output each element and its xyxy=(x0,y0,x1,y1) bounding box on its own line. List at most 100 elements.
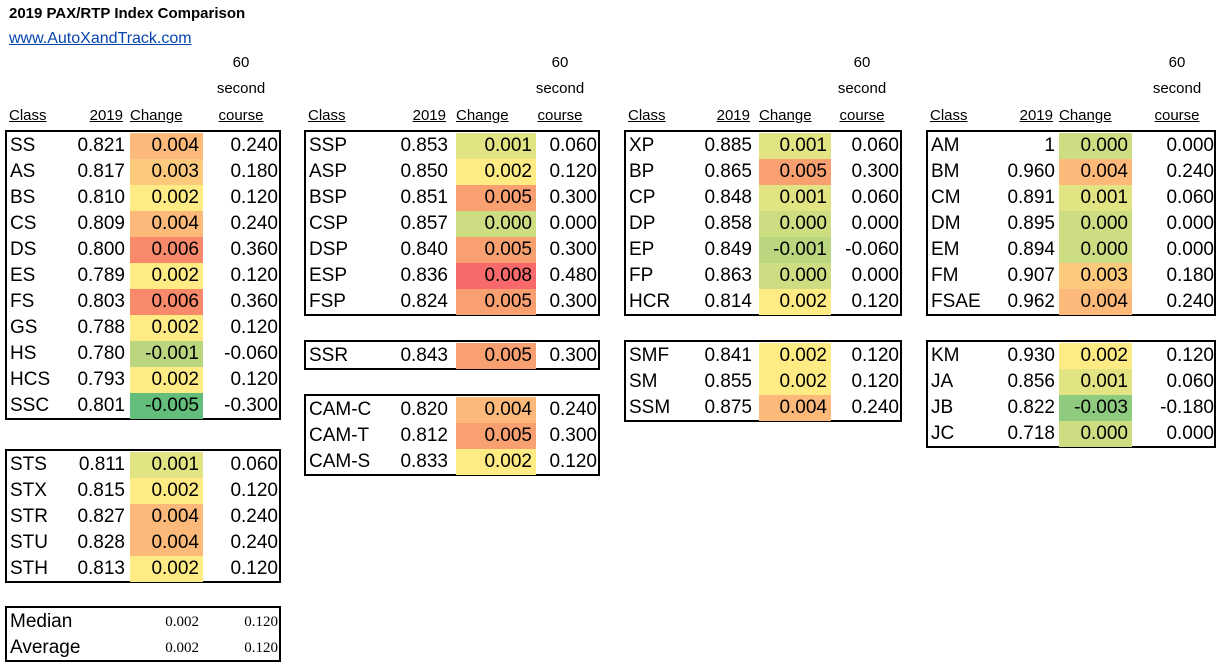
site-link[interactable]: www.AutoXandTrack.com xyxy=(9,30,192,47)
table-row: CP 0.848 0.001 0.060 xyxy=(626,185,900,211)
table-row: STX 0.815 0.002 0.120 xyxy=(7,478,279,504)
header-course-line2: second xyxy=(1152,80,1202,97)
class-name: EM xyxy=(931,239,960,260)
class-name: BSP xyxy=(309,187,348,208)
index-value: 0.907 xyxy=(1007,265,1055,286)
index-value: 0.800 xyxy=(77,239,125,260)
header-year: 2019 xyxy=(1019,107,1053,124)
class-name: CAM-T xyxy=(309,425,370,446)
class-name: XP xyxy=(629,135,655,156)
class-name: JB xyxy=(931,397,954,418)
class-name: SMF xyxy=(629,345,670,366)
course-value: 0.000 xyxy=(1166,239,1214,260)
table-row: STH 0.813 0.002 0.120 xyxy=(7,556,279,582)
table-row: DS 0.800 0.006 0.360 xyxy=(7,237,279,263)
class-name: CM xyxy=(931,187,961,208)
class-group-col1-touring: STS 0.811 0.001 0.060 STX 0.815 0.002 0.120 STR 0… xyxy=(5,449,281,583)
change-value: 0.001 xyxy=(456,133,536,159)
course-value: 0.120 xyxy=(230,369,278,390)
change-value: 0.005 xyxy=(456,185,536,211)
class-name: EP xyxy=(629,239,655,260)
table-row: BSP 0.851 0.005 0.300 xyxy=(306,185,598,211)
index-value: 0.857 xyxy=(400,213,448,234)
table-row: FS 0.803 0.006 0.360 xyxy=(7,289,279,315)
table-row: BM 0.960 0.004 0.240 xyxy=(928,159,1214,185)
table-row: GS 0.788 0.002 0.120 xyxy=(7,315,279,341)
class-name: FP xyxy=(629,265,654,286)
header-course-line1: 60 xyxy=(232,54,250,71)
table-row: CS 0.809 0.004 0.240 xyxy=(7,211,279,237)
index-value: 0.821 xyxy=(77,135,125,156)
course-value: 0.060 xyxy=(230,454,278,475)
change-value: 0.004 xyxy=(759,395,831,421)
change-value: 0.006 xyxy=(130,289,203,315)
table-row: EP 0.849 -0.001 -0.060 xyxy=(626,237,900,263)
table-row: JB 0.822 -0.003 -0.180 xyxy=(928,395,1214,421)
course-value: 0.300 xyxy=(549,425,597,446)
class-name: KM xyxy=(931,345,960,366)
index-value: 0.891 xyxy=(1007,187,1055,208)
change-value: 0.004 xyxy=(130,211,203,237)
index-value: 0.789 xyxy=(77,265,125,286)
index-value: 0.824 xyxy=(400,291,448,312)
index-value: 0.718 xyxy=(1007,423,1055,444)
course-value: 0.240 xyxy=(549,399,597,420)
course-value: 0.120 xyxy=(549,451,597,472)
class-name: AS xyxy=(10,161,36,182)
course-value: 0.480 xyxy=(549,265,597,286)
table-row: AS 0.817 0.003 0.180 xyxy=(7,159,279,185)
change-value: 0.005 xyxy=(456,289,536,315)
index-value: 0.822 xyxy=(1007,397,1055,418)
table-row: ASP 0.850 0.002 0.120 xyxy=(306,159,598,185)
table-row: STR 0.827 0.004 0.240 xyxy=(7,504,279,530)
class-group-col1-summary: Median 0.002 0.120 Average 0.002 0.120 xyxy=(5,606,281,662)
change-value: 0.000 xyxy=(1059,133,1132,159)
class-group-col2-cam: CAM-C 0.820 0.004 0.240 CAM-T 0.812 0.005 0.300… xyxy=(304,394,600,476)
header-course-line1: 60 xyxy=(853,54,871,71)
index-value: 0.803 xyxy=(77,291,125,312)
course-value: 0.180 xyxy=(230,161,278,182)
course-value: 0.240 xyxy=(230,135,278,156)
class-name: FSAE xyxy=(931,291,981,312)
change-value: 0.001 xyxy=(759,133,831,159)
table-row: SSM 0.875 0.004 0.240 xyxy=(626,395,900,421)
course-value: 0.120 xyxy=(230,558,278,579)
index-value: 0.849 xyxy=(704,239,752,260)
change-value: 0.000 xyxy=(1059,421,1132,447)
table-row: SSC 0.801 -0.005 -0.300 xyxy=(7,393,279,419)
index-value: 0.960 xyxy=(1007,161,1055,182)
index-value: 0.812 xyxy=(400,425,448,446)
table-row: ESP 0.836 0.008 0.480 xyxy=(306,263,598,289)
course-value: 0.120 xyxy=(230,480,278,501)
class-name: STS xyxy=(10,454,47,475)
class-name: STU xyxy=(10,532,48,553)
change-value: 0.001 xyxy=(1059,185,1132,211)
index-value: 0.827 xyxy=(77,506,125,527)
class-name: BP xyxy=(629,161,655,182)
change-value: -0.001 xyxy=(759,237,831,263)
change-value: 0.002 xyxy=(165,640,199,656)
index-value: 0.865 xyxy=(704,161,752,182)
course-value: 0.300 xyxy=(549,239,597,260)
class-name: SSR xyxy=(309,345,349,366)
table-row: FSP 0.824 0.005 0.300 xyxy=(306,289,598,315)
index-value: 0.885 xyxy=(704,135,752,156)
index-value: 0.848 xyxy=(704,187,752,208)
class-name: HS xyxy=(10,343,37,364)
summary-label: Median xyxy=(10,611,73,632)
class-name: FSP xyxy=(309,291,346,312)
index-value: 0.875 xyxy=(704,397,752,418)
table-row: JA 0.856 0.001 0.060 xyxy=(928,369,1214,395)
index-value: 0.810 xyxy=(77,187,125,208)
header-course-line1: 60 xyxy=(1168,54,1186,71)
index-value: 0.930 xyxy=(1007,345,1055,366)
index-value: 0.780 xyxy=(77,343,125,364)
class-name: FM xyxy=(931,265,959,286)
change-value: 0.004 xyxy=(130,133,203,159)
table-row: AM 1 0.000 0.000 xyxy=(928,133,1214,159)
class-group-col4-modified: AM 1 0.000 0.000 BM 0.960 0.004 0.240 CM 0.891 0.0… xyxy=(926,130,1216,316)
table-row: DM 0.895 0.000 0.000 xyxy=(928,211,1214,237)
course-value: -0.180 xyxy=(1160,397,1214,418)
course-value: 0.240 xyxy=(851,397,899,418)
course-value: 0.300 xyxy=(549,187,597,208)
